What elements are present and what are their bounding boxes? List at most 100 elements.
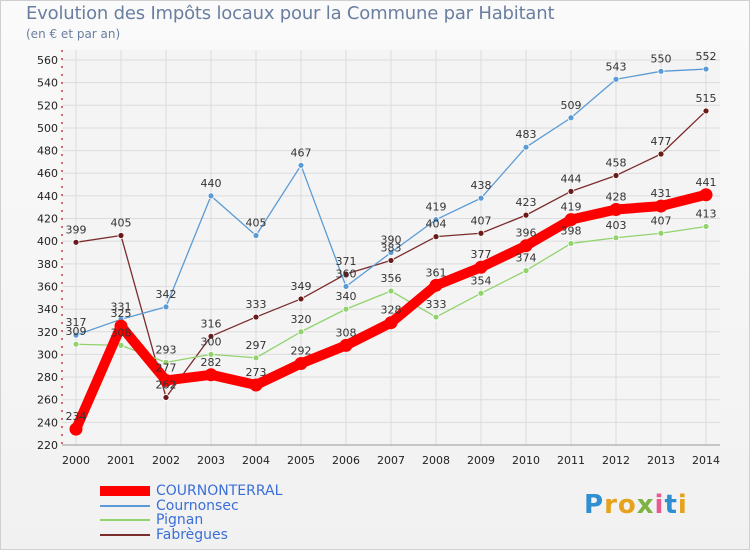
data-point-pignan <box>432 313 440 321</box>
data-label: 308 <box>111 326 132 339</box>
legend-swatch-pignan <box>100 519 150 522</box>
y-tick-label: 400 <box>37 235 58 248</box>
data-label: 405 <box>246 217 267 230</box>
data-point-cournonsec <box>252 232 260 239</box>
legend-item: COURNONTERRAL <box>100 483 283 500</box>
legend-item: Pignan <box>100 512 282 529</box>
x-tick-label: 2002 <box>152 454 180 467</box>
data-label: 374 <box>516 252 537 265</box>
x-tick-label: 2014 <box>692 454 720 467</box>
data-point-pignan <box>342 305 350 313</box>
data-label: 340 <box>336 290 357 303</box>
data-point-fabrègues <box>162 394 170 401</box>
x-tick-label: 2010 <box>512 454 540 467</box>
data-point-pignan <box>522 267 530 275</box>
data-point-cournonsec <box>432 216 440 224</box>
data-label: 320 <box>291 313 312 326</box>
x-tick-label: 2009 <box>467 454 495 467</box>
data-label: 458 <box>606 157 627 170</box>
data-label: 441 <box>696 176 717 189</box>
data-label: 360 <box>336 267 357 280</box>
data-point-cournonsec <box>477 194 485 202</box>
data-label: 550 <box>651 52 672 65</box>
data-label: 297 <box>246 339 267 352</box>
data-label: 483 <box>516 128 537 141</box>
data-point-pignan <box>477 289 485 297</box>
data-point-cournonterral <box>114 319 128 333</box>
data-point-cournonsec <box>657 67 665 75</box>
y-tick-label: 340 <box>37 303 58 316</box>
data-point-cournonterral <box>609 202 623 216</box>
data-label: 431 <box>651 187 672 200</box>
data-label: 515 <box>696 92 717 105</box>
y-tick-label: 460 <box>37 167 58 180</box>
y-tick-label: 300 <box>37 348 58 361</box>
x-tick-label: 2007 <box>377 454 405 467</box>
x-tick-label: 2000 <box>62 454 90 467</box>
legend-label-cournonterral: COURNONTERRAL <box>156 483 283 500</box>
data-point-fabrègues <box>117 232 125 239</box>
data-point-cournonsec <box>162 303 170 311</box>
data-label: 316 <box>201 317 222 330</box>
y-tick-label: 500 <box>37 122 58 135</box>
data-label: 444 <box>561 172 582 185</box>
data-label: 405 <box>111 217 132 230</box>
data-label: 317 <box>66 316 87 329</box>
data-label: 552 <box>696 50 717 63</box>
data-point-fabrègues <box>387 257 395 264</box>
chart-legend: COURNONTERRAL Cournonsec Pignan Fabrègue… <box>100 483 283 543</box>
legend-item: Fabrègues <box>100 527 282 543</box>
data-label: 440 <box>201 177 222 190</box>
data-point-cournonterral <box>699 188 713 202</box>
data-label: 331 <box>111 300 132 313</box>
data-point-cournonsec <box>207 192 215 200</box>
data-point-cournonsec <box>72 331 80 339</box>
data-label: 356 <box>381 272 402 285</box>
legend-swatch-fabregues <box>100 533 150 536</box>
data-label: 403 <box>606 219 627 232</box>
data-label: 361 <box>426 266 447 279</box>
y-tick-label: 220 <box>37 439 58 452</box>
y-tick-label: 520 <box>37 99 58 112</box>
data-point-fabrègues <box>342 270 350 278</box>
data-label: 308 <box>336 326 357 339</box>
y-tick-label: 480 <box>37 145 58 158</box>
data-point-cournonterral <box>159 373 173 387</box>
data-point-fabrègues <box>612 172 620 179</box>
data-point-pignan <box>207 351 215 358</box>
data-label: 349 <box>291 280 312 293</box>
data-point-fabrègues <box>432 233 440 241</box>
data-label: 273 <box>246 366 267 379</box>
data-label: 396 <box>516 227 537 240</box>
data-label: 277 <box>156 361 177 374</box>
data-point-cournonterral <box>519 239 533 253</box>
data-point-pignan <box>702 223 710 230</box>
x-tick-label: 2012 <box>602 454 630 467</box>
data-point-pignan <box>72 340 80 348</box>
data-point-pignan <box>612 234 620 242</box>
data-label: 371 <box>336 255 357 268</box>
x-tick-label: 2008 <box>422 454 450 467</box>
data-label: 333 <box>426 298 447 311</box>
data-point-cournonsec <box>342 283 350 290</box>
data-label: 477 <box>651 135 672 148</box>
data-point-fabrègues <box>657 150 665 158</box>
y-tick-label: 240 <box>37 416 58 429</box>
data-point-cournonterral <box>564 213 578 227</box>
data-point-fabrègues <box>252 313 260 321</box>
data-point-cournonterral <box>249 378 263 392</box>
data-point-pignan <box>162 358 170 366</box>
data-point-cournonsec <box>612 75 620 83</box>
data-label: 419 <box>561 201 582 214</box>
data-point-cournonterral <box>474 260 488 274</box>
legend-label-cournonsec: Cournonsec <box>156 497 239 514</box>
data-label: 325 <box>111 307 132 320</box>
y-tick-label: 280 <box>37 371 58 384</box>
data-label: 309 <box>66 325 87 338</box>
data-point-cournonsec <box>387 249 395 256</box>
data-point-pignan <box>297 328 305 336</box>
data-label: 282 <box>201 356 222 369</box>
legend-label-pignan: Pignan <box>156 512 204 529</box>
data-point-fabrègues <box>297 295 305 303</box>
data-point-cournonsec <box>567 114 575 122</box>
